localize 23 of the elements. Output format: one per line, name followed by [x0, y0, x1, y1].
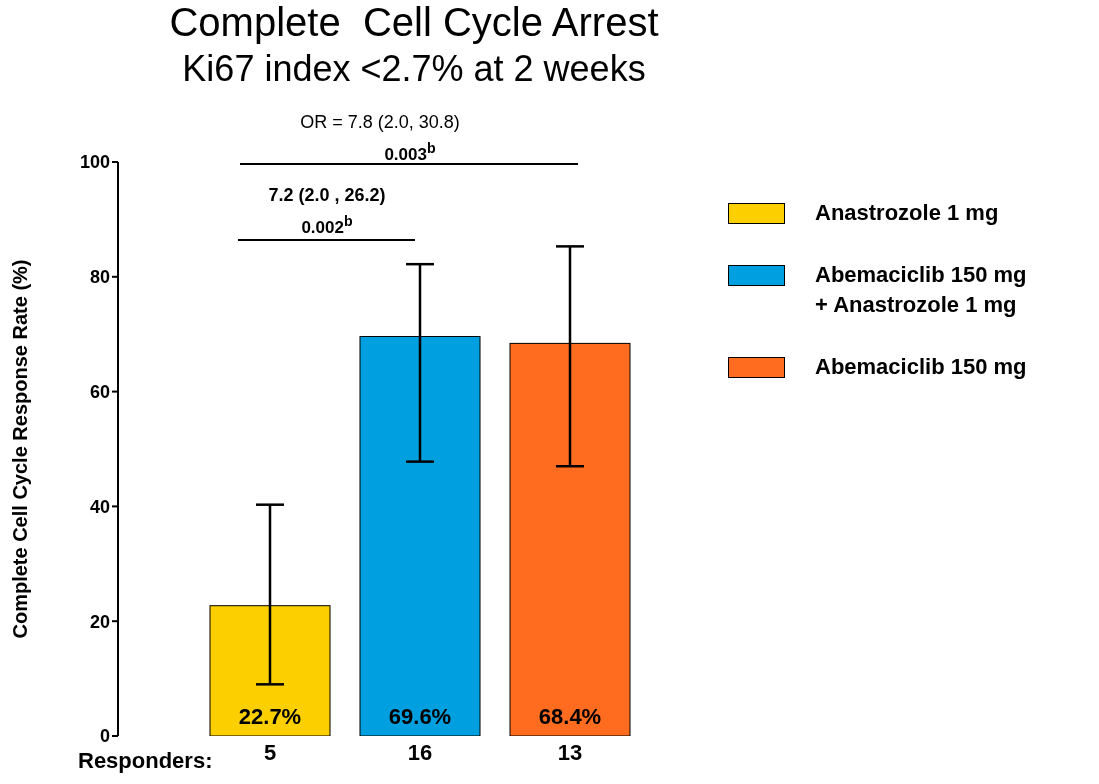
- data-label: 22.7%: [238, 704, 302, 729]
- annotation: 0.003$^{b}$: [383, 140, 437, 165]
- annotation: 0.002$^{b}$: [300, 213, 354, 238]
- y-tick-label: 100: [79, 152, 110, 173]
- y-tick-label: 80: [89, 267, 110, 288]
- x-tick-label: 16: [407, 739, 433, 765]
- legend-label: Anastrozole 1 mg: [815, 199, 999, 227]
- data-label: 69.6%: [388, 704, 452, 729]
- y-axis-title: Complete Cell Cycle Response Rate (%): [9, 259, 32, 639]
- x-axis-title: Responders:: [78, 748, 213, 774]
- y-tick-label: 20: [89, 611, 110, 632]
- x-tick-label: 13: [557, 739, 583, 765]
- y-tick-label: 60: [89, 381, 110, 402]
- annotation: 7.2 (2.0 , 26.2): [267, 185, 387, 206]
- y-tick-label: 0: [99, 726, 110, 747]
- data-label: 68.4%: [538, 704, 602, 729]
- text: OR = 7.8 (2.0, 30.8): [299, 112, 461, 133]
- legend-label: Abemaciclib 150 mg: [815, 353, 1027, 381]
- legend-label: Abemaciclib 150 mg + Anastrozole 1 mg: [815, 261, 1027, 319]
- chart-subtitle: Ki67 index <2.7% at 2 weeks: [181, 48, 647, 90]
- y-tick-label: 40: [89, 496, 110, 517]
- chart-title: Complete Cell Cycle Arrest: [168, 0, 660, 45]
- x-tick-label: 5: [263, 739, 277, 765]
